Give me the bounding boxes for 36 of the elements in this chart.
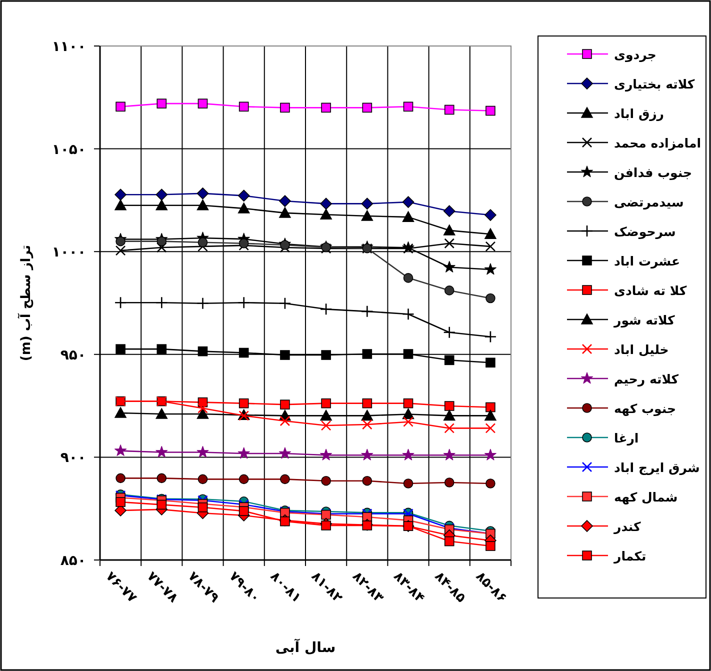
legend-label: عشرت اباد: [614, 254, 680, 270]
legend-label: خلیل اباد: [614, 342, 669, 357]
legend-label: جنوب کهه: [614, 401, 676, 417]
y-axis-title: تراز سطح آب (m): [17, 244, 34, 362]
legend-label: رزق اباد: [614, 106, 664, 122]
y-tick-label: ۸۵۰: [60, 553, 86, 569]
legend-label: تکمار: [613, 548, 646, 564]
y-tick-label: ۱۰۵۰: [52, 142, 86, 158]
y-tick-label: ۱۰۰۰: [52, 244, 86, 261]
legend-label: سرحوضک: [614, 224, 676, 240]
x-tick-label: ۷۷-۷۸: [144, 569, 181, 606]
legend-label: ارغا: [614, 430, 639, 446]
legend-label: کلاته رحیم: [614, 372, 680, 388]
y-tick-label: ۹۵۰: [60, 347, 86, 364]
x-tick-label: ۷۹-۸۰: [226, 569, 263, 606]
x-axis-title: سال آبی: [275, 638, 336, 656]
x-tick-label: ۸۲-۸۳: [349, 569, 386, 606]
x-tick-label: ۸۱-۸۲: [308, 569, 345, 606]
x-tick-label: ۸۵-۸۶: [472, 569, 510, 606]
legend-label: شرق ایرج اباد: [614, 460, 700, 476]
x-tick-label: ۸۴-۸۵: [431, 569, 468, 606]
x-tick-label: ۸۳-۸۴: [390, 569, 428, 606]
x-tick-label: ۷۸-۷۹: [184, 569, 222, 606]
legend-label: کلاته بختیاری: [614, 76, 696, 92]
legend-label: سیدمرتضی: [614, 194, 684, 210]
legend-label: جردوی: [614, 47, 656, 63]
x-tick-label: ۸۰-۸۱: [266, 569, 304, 606]
x-tick-label: ۷۶-۷۷: [102, 569, 140, 606]
legend-label: کندر: [613, 519, 642, 535]
legend-label: جنوب فدافن: [614, 165, 692, 181]
legend-label: کلا ته شادی: [614, 283, 688, 298]
y-tick-label: ۹۰۰: [60, 450, 86, 466]
legend-label: کلاته شور: [613, 312, 676, 328]
y-tick-label: ۱۱۰۰: [52, 39, 86, 55]
legend-label: شمال کهه: [614, 490, 678, 506]
legend-label: امامزاده محمد: [614, 136, 702, 152]
